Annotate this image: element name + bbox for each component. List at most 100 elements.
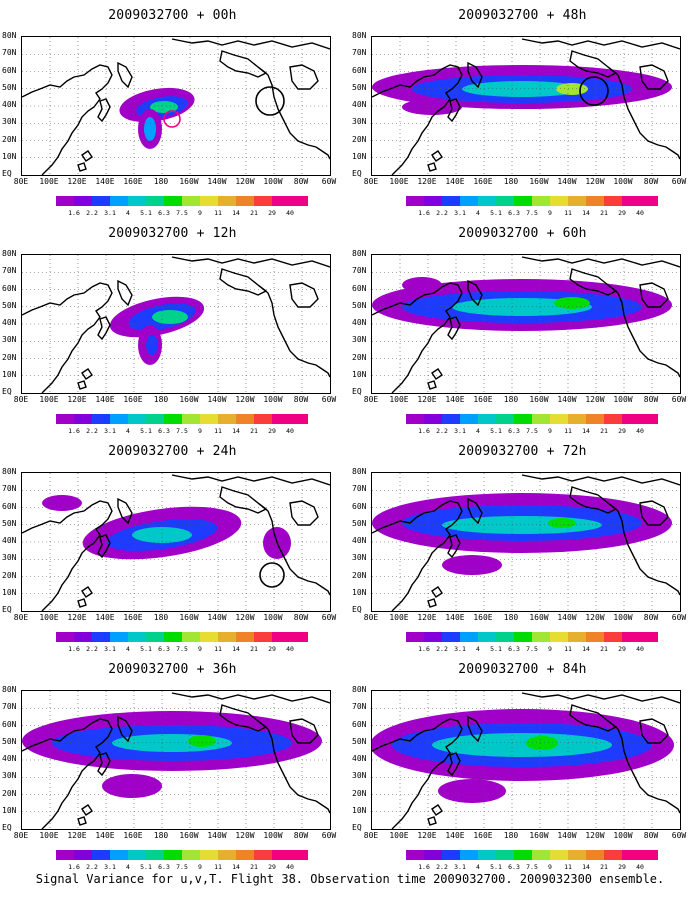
coastline-kamchatka: [467, 61, 483, 89]
longitude-label: 80E: [363, 831, 379, 840]
colorbar-swatch: [146, 414, 164, 424]
colorbar-label: 29: [618, 209, 626, 217]
colorbar-swatch: [586, 414, 604, 424]
colorbar-swatch: [532, 196, 550, 206]
map-panel: 2009032700 + 60h 80N 70N 60N 50N 40N 30N 20N 10N…: [350, 224, 695, 442]
colorbar-label: 2.2: [436, 209, 448, 217]
longitude-label: 160E: [473, 177, 493, 186]
colorbar-label: 4: [126, 427, 130, 435]
latitude-label: 60N: [2, 501, 17, 511]
coastline-asia: [372, 718, 463, 829]
longitude-label: 100W: [613, 613, 633, 622]
colorbar-label: 4: [476, 863, 480, 871]
colorbar-swatch: [182, 850, 200, 860]
colorbar-swatch: [164, 414, 182, 424]
colorbar-swatch: [110, 632, 128, 642]
colorbar-label: 7.5: [526, 427, 538, 435]
colorbar-swatch: [478, 196, 496, 206]
latitude-label: 50N: [2, 82, 17, 92]
colorbar-swatch: [92, 196, 110, 206]
highlight-circle: [579, 76, 609, 106]
colorbar-swatch: [568, 850, 586, 860]
colorbar-label: 2.2: [86, 645, 98, 653]
longitude-label: 60W: [671, 831, 687, 840]
colorbar-swatch: [272, 414, 290, 424]
colorbar-label: 21: [250, 863, 258, 871]
variance-contour: [188, 735, 216, 747]
latitude-label: 70N: [352, 702, 367, 712]
longitude-label: 140W: [207, 395, 227, 404]
colorbar-swatch: [460, 632, 478, 642]
latitude-label: 80N: [352, 685, 367, 694]
colorbar-label: 3.1: [104, 209, 116, 217]
colorbar-label: 11: [564, 645, 572, 653]
panel-title: 2009032700 + 24h: [108, 444, 237, 459]
colorbar-swatch: [550, 850, 568, 860]
map-panel: 2009032700 + 00h 80N 70N 60N 50N 40N 30N 20N 10N…: [0, 6, 345, 224]
variance-contour: [402, 99, 462, 115]
coastline-asia: [22, 64, 113, 175]
coastline-japan: [447, 98, 461, 123]
longitude-label: 160E: [473, 395, 493, 404]
longitude-label: 120W: [235, 177, 255, 186]
coastline-japan: [97, 316, 111, 341]
longitude-label: 120E: [67, 177, 87, 186]
map-canvas: [372, 255, 680, 393]
variance-field: [22, 711, 322, 798]
colorbar-label: 40: [286, 645, 294, 653]
colorbar-swatch: [146, 632, 164, 642]
map-canvas: [22, 37, 330, 175]
colorbar-label: 4: [476, 209, 480, 217]
colorbar-swatch: [74, 196, 92, 206]
colorbar-swatch: [532, 414, 550, 424]
variance-field: [372, 493, 672, 575]
latitude-label: 10N: [352, 151, 367, 161]
colorbar-swatch: [56, 414, 74, 424]
latitude-label: 30N: [2, 117, 17, 127]
coastlines: [22, 38, 330, 175]
latitude-label: EQ: [352, 823, 362, 832]
coastline-asia: [22, 282, 113, 393]
colorbar-label: 11: [214, 863, 222, 871]
coastline-kamchatka: [117, 61, 133, 89]
longitude-label: 180: [503, 395, 519, 404]
variance-contour: [102, 774, 162, 798]
colorbar-label: 21: [250, 645, 258, 653]
colorbar-label: 14: [232, 209, 240, 217]
longitude-label: 140E: [95, 395, 115, 404]
highlight-circle: [163, 110, 181, 128]
variance-contour: [462, 81, 582, 97]
colorbar-label: 40: [286, 863, 294, 871]
graticule: [372, 691, 680, 829]
latitude-label: 10N: [352, 369, 367, 379]
variance-contour: [132, 527, 192, 543]
colorbar-label: 11: [564, 427, 572, 435]
longitude-label: 160W: [529, 831, 549, 840]
colorbar-swatch: [200, 632, 218, 642]
longitude-label: 80E: [13, 613, 29, 622]
variance-contour: [438, 779, 506, 803]
coastline-islands: [77, 150, 93, 172]
map-panel: 2009032700 + 12h 80N 70N 60N 50N 40N 30N 20N 10N…: [0, 224, 345, 442]
colorbar-label: 9: [548, 209, 552, 217]
colorbar-swatch: [640, 414, 658, 424]
colorbar-label: 6.3: [508, 863, 520, 871]
variance-contour: [442, 555, 502, 575]
coastline-alaska: [219, 486, 268, 514]
colorbar-swatch: [146, 196, 164, 206]
colorbar-label: 5.1: [140, 863, 152, 871]
colorbar-label: 6.3: [158, 863, 170, 871]
colorbar: [56, 196, 308, 206]
coastline-arctic: [521, 474, 680, 486]
colorbar-label: 40: [286, 427, 294, 435]
colorbar-label: 21: [250, 427, 258, 435]
variance-field: [372, 709, 674, 803]
longitude-label: 100W: [613, 177, 633, 186]
variance-contour: [150, 101, 178, 113]
latitude-label: 80N: [2, 249, 17, 258]
latitude-label: 10N: [2, 369, 17, 379]
colorbar-swatch: [586, 196, 604, 206]
colorbar-label: 6.3: [158, 645, 170, 653]
colorbar-swatch: [514, 632, 532, 642]
colorbar-swatch: [164, 196, 182, 206]
